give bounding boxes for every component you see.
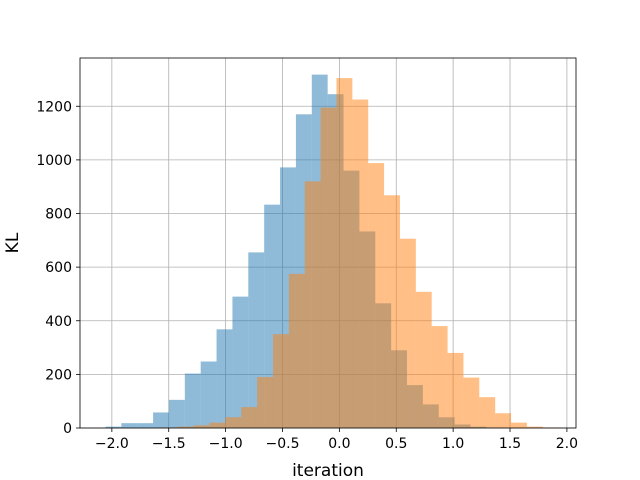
histogram-bar-series-2 xyxy=(209,422,226,428)
histogram-bar-series-2 xyxy=(225,417,242,428)
histogram-bar-series-2 xyxy=(288,273,305,428)
x-tick-label: 1.5 xyxy=(499,436,521,452)
histogram-bar-series-1 xyxy=(184,373,201,428)
histogram-bar-series-1 xyxy=(216,329,233,428)
x-tick-label: 0.5 xyxy=(385,436,407,452)
x-tick-label: 2.0 xyxy=(556,436,578,452)
histogram-bars xyxy=(105,74,559,429)
histogram-bar-series-2 xyxy=(257,377,273,428)
plot-frame xyxy=(79,57,577,429)
y-tick-label: 800 xyxy=(45,207,72,223)
y-tick-label: 1200 xyxy=(36,99,72,115)
histogram-bar-series-2 xyxy=(511,422,527,428)
x-tick-label: −1.0 xyxy=(209,436,243,452)
histogram-bar-series-1 xyxy=(200,361,217,428)
histogram-bar-series-2 xyxy=(399,238,416,428)
histogram-bar-series-1 xyxy=(232,296,249,428)
x-tick-label: −1.5 xyxy=(152,436,186,452)
x-tick-label: −2.0 xyxy=(95,436,129,452)
y-tick-label: 1000 xyxy=(36,153,72,169)
y-tick-label: 600 xyxy=(45,260,72,276)
y-axis-label: KL xyxy=(3,232,23,253)
histogram-bar-series-1 xyxy=(137,423,154,428)
histogram-bar-series-1 xyxy=(121,423,138,428)
histogram-bar-series-1 xyxy=(153,412,169,428)
histogram-bar-series-2 xyxy=(384,195,400,428)
histogram-bar-series-2 xyxy=(431,326,448,428)
histogram-bar-series-2 xyxy=(336,78,353,428)
x-tick-label: 0.0 xyxy=(328,436,350,452)
histogram-bar-series-2 xyxy=(177,426,194,428)
histogram-bar-series-2 xyxy=(526,426,543,428)
histogram-bar-series-2 xyxy=(415,291,432,428)
axis-ticks: −2.0 −1.5 −1.0 −0.5 0.0 0.5 1.0 1.5 2.0 0 200 400 60… xyxy=(36,99,578,452)
histogram-bar-series-2 xyxy=(272,334,289,428)
y-tick-label: 400 xyxy=(45,314,72,330)
histogram-bar-series-2 xyxy=(304,181,321,428)
histogram-bar-series-2 xyxy=(447,352,464,428)
y-tick-label: 200 xyxy=(45,367,72,383)
y-tick-label: 0 xyxy=(63,421,72,437)
x-tick-label: 1.0 xyxy=(442,436,464,452)
histogram-bar-series-2 xyxy=(479,397,496,428)
histogram-bar-series-2 xyxy=(495,413,512,428)
histogram-bar-series-2 xyxy=(320,107,337,429)
histogram-bar-series-2 xyxy=(352,99,369,428)
histogram-bar-series-1 xyxy=(168,399,185,428)
histogram-bar-series-2 xyxy=(241,407,258,428)
histogram-bar-series-2 xyxy=(463,377,480,428)
histogram-bar-series-2 xyxy=(193,425,210,428)
x-tick-label: −0.5 xyxy=(265,436,299,452)
x-axis-label: iteration xyxy=(292,461,364,480)
histogram-bar-series-1 xyxy=(105,426,122,428)
histogram-bar-series-2 xyxy=(368,163,385,429)
